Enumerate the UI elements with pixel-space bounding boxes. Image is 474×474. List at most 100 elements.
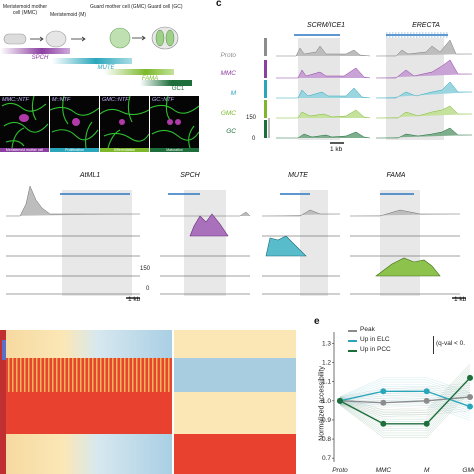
mmc-cell [3,33,27,45]
bundle-line [339,370,471,418]
panel-c-scale-max: 150 [246,115,257,121]
bundle-line [339,395,471,412]
bar-fama-label: FAMA [141,76,159,82]
series-point [423,397,430,404]
bundle-line [339,394,471,401]
panel-c-track-label-proto: Proto [220,52,236,59]
legend-pcc: Up in PCC [348,346,428,355]
series-point [380,388,387,395]
series-point [423,420,430,427]
panel-d-scalebar-text-2: 1 kb [454,296,467,303]
bar-spch-label: SPCH [31,55,49,61]
series-point [380,399,387,406]
micro-tile-mmc-label: MMC::NTF [2,97,29,103]
bundle-line [339,379,471,398]
bundle-line [339,382,471,397]
micro-tile-gmc: GMC::NTF Differentiation [100,96,149,152]
legend-peak: Peak [348,326,428,335]
bundle-line [339,377,471,397]
y-tick-label: 0.8 [322,436,331,443]
bundle-line [339,389,471,400]
bundle-line [339,379,471,427]
y-tick-label: 1.0 [322,398,331,405]
panel-b-microscopy: MMC::NTF Meristemoid mother cell M::NTF … [0,96,200,158]
bundle-line [339,381,471,399]
micro-tile-gmc-label: GMC::NTF [102,97,129,103]
bundle-line [339,382,471,429]
bundle-line [339,402,471,419]
signal-mmc-1 [276,67,371,79]
stage-label-mmc: Meristemoid mother cell (MMC) [2,4,48,16]
bundle-line [339,403,471,413]
series-point [380,420,387,427]
micro-tile-gc-strip: Maturation [150,148,199,152]
panel-d-gene-3: MUTE [288,172,308,179]
series-point [337,397,343,404]
panel-c-track-label-m: M [230,90,236,97]
panel-c-track-label-gc: GC [226,128,236,135]
bundle-line [339,368,471,415]
bundle-line [339,366,471,413]
bundle-line [339,397,471,414]
signal-gc-1 [276,131,371,139]
signal-proto-2 [376,39,472,57]
bar-spch [0,48,70,54]
bundle-line [339,403,471,415]
bundle-line [339,363,471,411]
legend-elc-label: Up in ELC [360,336,390,343]
bundle-line [339,373,471,420]
bundle-line [339,401,471,408]
panel-d-gene-4: FAMA [386,172,406,179]
legend-bracket [430,336,434,354]
panel-c-track-label-mmc: MMC [220,70,236,77]
panel-e-letter: e [314,316,320,327]
track-bar-gc [264,120,267,138]
panel-d-scale-min: 0 [146,286,150,292]
bundle-line [339,388,471,405]
track-bar-gmc [264,100,267,118]
bundle-line [339,404,471,421]
micro-tile-gc-label: GC::NTF [152,97,174,103]
micro-tile-m-strip: Proliferation [50,148,99,152]
y-tick-label: 1.1 [322,379,331,386]
y-tick-label: 1.3 [322,340,331,347]
bundle-line [339,404,471,417]
legend-pcc-label: Up in PCC [360,346,391,353]
y-tick-label: 0.7 [322,455,331,462]
signal-m-1 [276,87,371,99]
gmc-cell [109,27,131,49]
series-point [467,394,473,400]
panel-c-gene-2: ERECTA [412,22,440,29]
series-point [467,374,473,381]
micro-tile-m: M::NTF Proliferation [50,96,99,152]
heatmap [0,330,296,474]
series-point [423,388,430,395]
series-point [467,403,473,410]
bundle-line [339,384,471,400]
bundle-line [339,389,471,436]
panel-c-scalebar-text: 1 kb [330,146,343,153]
panel-c-letter: c [216,0,222,9]
bundle-line [339,391,471,438]
micro-tile-gc: GC::NTF Maturation [150,96,199,152]
bar-mute [52,58,132,64]
micro-tile-mmc: MMC::NTF Meristemoid mother cell [0,96,49,152]
stage-label-gc: Guard cell (GC) [147,4,183,10]
x-tick-label: Proto [332,467,348,474]
panel-a-schematic: Meristemoid mother cell (MMC) Meristemoi… [0,0,200,92]
micro-tile-m-label: M::NTF [52,97,71,103]
bundle-line [339,386,471,403]
x-tick-label: M [424,467,430,474]
panel-d-tracks [6,185,466,299]
stage-label-gmc: Guard mother cell (GMC) [89,4,147,10]
panel-d-scale-max: 150 [140,266,151,272]
track-bar-proto [264,38,267,56]
legend-bracket-label: (q-val < 0. [436,340,466,347]
bar-fama [104,69,174,75]
series-line [339,390,471,408]
bundle-line [339,402,471,410]
signal-mmc-2 [376,59,472,79]
legend: Peak Up in ELC Up in PCC (q-val < 0. [348,326,474,360]
bundle-line [339,392,471,400]
bundle-line [339,385,471,398]
